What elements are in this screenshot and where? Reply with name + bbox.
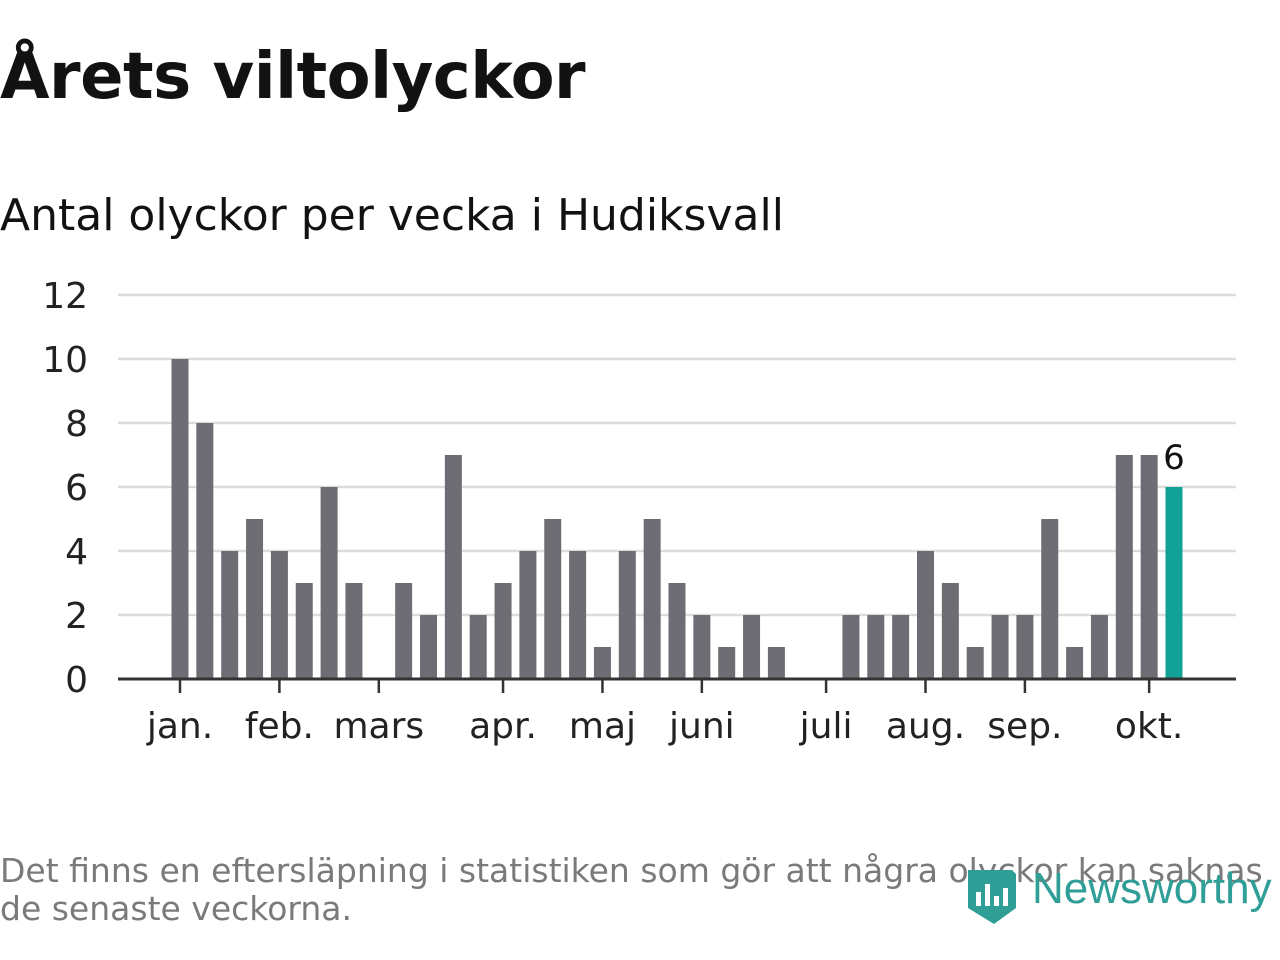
bar bbox=[246, 519, 264, 679]
bar bbox=[643, 519, 661, 679]
bar bbox=[171, 359, 189, 679]
bar bbox=[892, 615, 910, 679]
y-tick-label: 12 bbox=[42, 276, 88, 317]
bar bbox=[270, 551, 288, 679]
bar bbox=[767, 647, 785, 679]
x-tick-label: aug. bbox=[886, 706, 965, 747]
x-tick-label: maj bbox=[569, 706, 636, 747]
bar bbox=[618, 551, 636, 679]
bar bbox=[494, 583, 512, 679]
x-tick-label: juni bbox=[668, 706, 735, 747]
bar bbox=[395, 583, 413, 679]
bar bbox=[917, 551, 934, 679]
x-tick-label: feb. bbox=[245, 706, 314, 747]
y-tick-label: 8 bbox=[65, 404, 88, 445]
footnote: Det finns en eftersläpning i statistiken… bbox=[0, 851, 1263, 928]
bar bbox=[1016, 615, 1034, 679]
data-label: 6 bbox=[1163, 438, 1185, 478]
bar bbox=[544, 519, 562, 679]
bar bbox=[743, 615, 761, 679]
x-tick-label: apr. bbox=[469, 706, 537, 747]
bar bbox=[1115, 455, 1133, 679]
newsworthy-logo: Newsworthy bbox=[964, 862, 1280, 928]
bar bbox=[1041, 519, 1059, 679]
x-tick-label: jan. bbox=[146, 706, 213, 747]
bar bbox=[668, 583, 686, 679]
y-tick-label: 0 bbox=[65, 660, 88, 701]
bar bbox=[221, 551, 239, 679]
bar bbox=[295, 583, 313, 679]
bar bbox=[941, 583, 959, 679]
x-tick-label: sep. bbox=[987, 706, 1062, 747]
bar bbox=[345, 583, 363, 679]
x-tick-label: okt. bbox=[1115, 706, 1183, 747]
bar bbox=[693, 615, 711, 679]
bar bbox=[991, 615, 1009, 679]
bar bbox=[842, 615, 860, 679]
newsworthy-logo-text: Newsworthy bbox=[1032, 864, 1272, 913]
bar bbox=[569, 551, 587, 679]
bar bbox=[420, 615, 437, 679]
bar bbox=[196, 423, 214, 679]
bar bbox=[1066, 647, 1084, 679]
bar bbox=[1090, 615, 1108, 679]
bar bbox=[1140, 455, 1158, 679]
bar bbox=[320, 487, 338, 679]
bar bbox=[718, 647, 736, 679]
bar bbox=[469, 615, 487, 679]
bar bbox=[519, 551, 537, 679]
bar bbox=[444, 455, 462, 679]
bar-highlight bbox=[1165, 487, 1183, 679]
y-tick-label: 4 bbox=[65, 532, 88, 573]
chart-subtitle: Antal olyckor per vecka i Hudiksvall bbox=[0, 190, 784, 241]
bar bbox=[867, 615, 885, 679]
bar bbox=[966, 647, 984, 679]
bar bbox=[593, 647, 611, 679]
bar-chart: 0 2 4 6 8 10 12 6 jan. feb. mars apr. maj juni juli aug… bbox=[42, 276, 1236, 747]
chart-title: Årets viltolyckor bbox=[0, 40, 586, 114]
y-tick-label: 6 bbox=[65, 468, 88, 509]
x-tick-label: mars bbox=[333, 706, 424, 747]
x-tick-label: juli bbox=[799, 706, 853, 747]
newsworthy-logo-icon bbox=[968, 870, 1016, 924]
y-tick-label: 10 bbox=[42, 340, 88, 381]
y-tick-label: 2 bbox=[65, 596, 88, 637]
